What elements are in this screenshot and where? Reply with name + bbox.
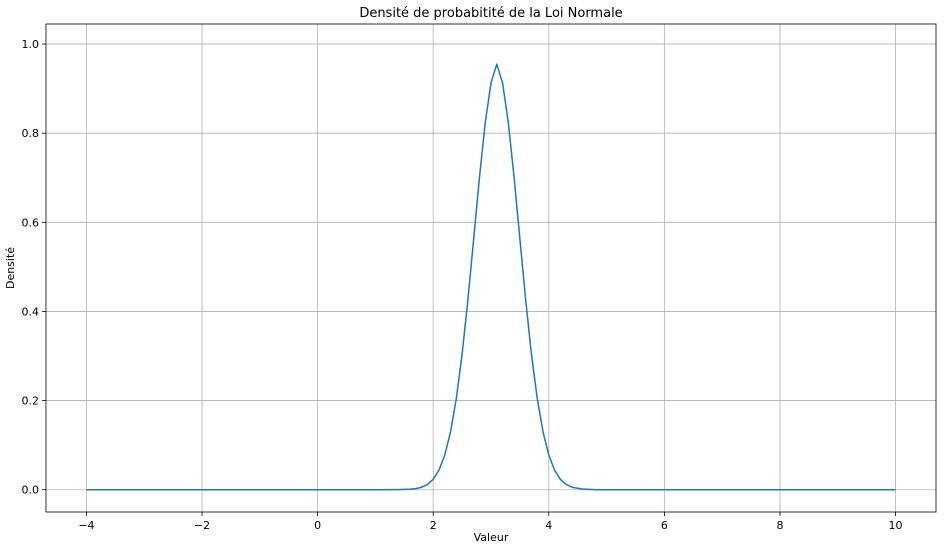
plot-frame	[45, 23, 937, 513]
x-ticks: −4 −2 0 2 4 6 8 10	[78, 512, 903, 532]
y-ticks: 0.0 0.2 0.4 0.6 0.8 1.0	[22, 38, 46, 497]
x-tick-label: −4	[78, 519, 94, 532]
series-line	[86, 63, 896, 491]
grid	[46, 24, 936, 512]
x-tick-label: 2	[430, 519, 437, 532]
y-axis-label: Densité	[4, 247, 17, 289]
x-tick-label: 8	[776, 519, 783, 532]
chart-title: Densité de probabitité de la Loi Normale	[359, 6, 622, 21]
x-tick-label: 10	[889, 519, 903, 532]
x-axis-label: Valeur	[474, 531, 509, 544]
x-tick-label: −2	[194, 519, 210, 532]
y-tick-label: 0.4	[22, 305, 40, 318]
y-tick-label: 0.2	[22, 395, 40, 408]
x-tick-label: 6	[661, 519, 668, 532]
y-tick-label: 0.0	[22, 484, 40, 497]
y-tick-label: 0.6	[22, 216, 40, 229]
series-layer	[86, 63, 896, 491]
y-tick-label: 1.0	[22, 38, 40, 51]
x-tick-label: 4	[545, 519, 552, 532]
x-tick-label: 0	[314, 519, 321, 532]
y-tick-label: 0.8	[22, 127, 40, 140]
